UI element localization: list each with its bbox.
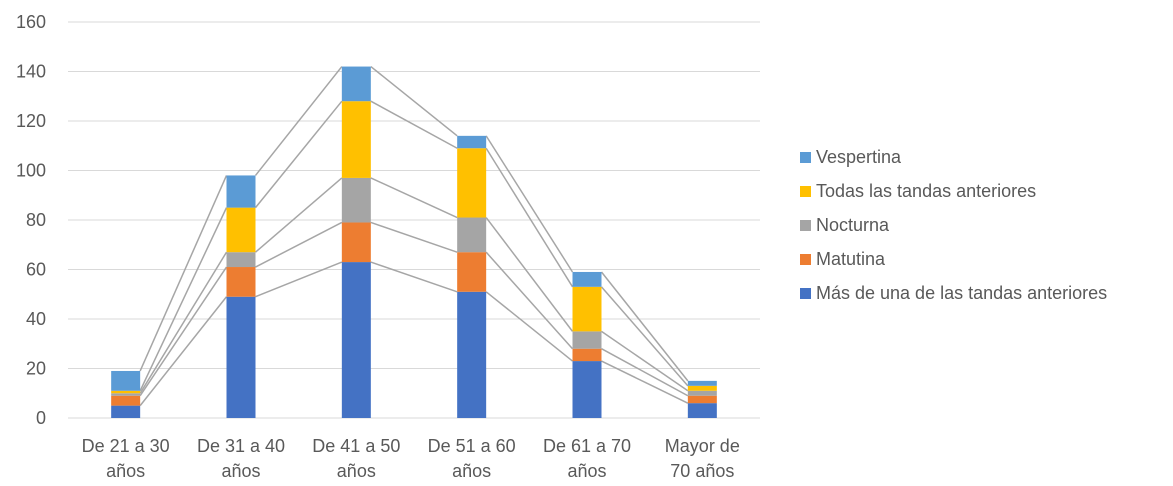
series-line <box>485 217 574 332</box>
legend-label: Nocturna <box>816 215 890 235</box>
x-tick-label: De 31 a 40 <box>197 436 285 456</box>
bar-segment <box>341 66 371 102</box>
series-line <box>601 330 689 392</box>
x-tick-label: años <box>337 461 376 481</box>
y-tick-label: 160 <box>16 12 46 32</box>
bar-segment <box>226 252 256 268</box>
legend-swatch <box>800 220 811 231</box>
bar-segment <box>111 370 141 391</box>
series-line <box>254 66 343 176</box>
x-axis: De 21 a 30 años De 31 a 40 años De 41 a 50 añ… <box>82 436 740 481</box>
y-tick-label: 40 <box>26 309 46 329</box>
series-line <box>139 207 228 392</box>
series-line <box>370 100 458 149</box>
series-line <box>370 261 458 293</box>
series-line <box>601 360 689 404</box>
legend-label: Todas las tandas anteriores <box>816 181 1036 201</box>
bar-segment <box>687 403 717 418</box>
legend-swatch <box>800 186 811 197</box>
series-line <box>370 221 458 253</box>
series-line <box>139 175 228 372</box>
bar-segment <box>111 393 141 396</box>
x-tick-label: De 41 a 50 <box>312 436 400 456</box>
bar-segment <box>226 207 256 253</box>
series-line <box>370 177 458 219</box>
series-line <box>139 251 228 394</box>
series-line <box>370 65 458 137</box>
series-line <box>139 266 228 397</box>
y-tick-label: 120 <box>16 111 46 131</box>
bar-segment <box>226 296 256 418</box>
bar-segment <box>572 286 602 332</box>
series-line <box>600 286 689 387</box>
x-tick-label: años <box>567 461 606 481</box>
bar-segment <box>226 267 256 297</box>
bar-segment <box>226 175 256 208</box>
x-tick-label: años <box>221 461 260 481</box>
series-line <box>254 100 343 209</box>
bar-segment <box>341 262 371 418</box>
legend: Vespertina Todas las tandas anteriores Noc… <box>800 147 1107 303</box>
x-tick-label: 70 años <box>670 461 734 481</box>
y-tick-label: 140 <box>16 62 46 82</box>
bar-segment <box>457 291 487 418</box>
series-line <box>139 296 228 407</box>
x-tick-label: De 51 a 60 <box>428 436 516 456</box>
series-line <box>255 221 343 268</box>
bar-segment <box>457 252 487 292</box>
series-line <box>485 291 573 362</box>
legend-swatch <box>800 288 811 299</box>
series-line <box>485 135 574 273</box>
bar-segment <box>457 148 487 218</box>
series-line <box>485 147 574 288</box>
y-tick-label: 80 <box>26 210 46 230</box>
bar-segment <box>111 390 141 394</box>
y-tick-label: 100 <box>16 161 46 181</box>
x-tick-label: años <box>452 461 491 481</box>
x-tick-label: Mayor de <box>665 436 740 456</box>
bar-segment <box>111 405 141 418</box>
bar-segment <box>572 331 602 349</box>
x-tick-label: De 21 a 30 <box>82 436 170 456</box>
bar-segment <box>687 390 717 396</box>
bar-segment <box>341 222 371 263</box>
x-tick-label: De 61 a 70 <box>543 436 631 456</box>
series-line <box>255 261 343 298</box>
bar-segment <box>572 271 602 287</box>
series-line <box>255 177 343 253</box>
legend-label: Vespertina <box>816 147 902 167</box>
legend-label: Más de una de las tandas anteriores <box>816 283 1107 303</box>
bar-segment <box>111 395 141 406</box>
bar-segment <box>572 361 602 418</box>
legend-swatch <box>800 152 811 163</box>
series-connector-lines <box>139 65 689 407</box>
bar-segment <box>572 348 602 362</box>
bar-segment <box>687 385 717 391</box>
bars <box>111 66 717 418</box>
bar-segment <box>341 177 371 223</box>
series-line <box>601 348 689 397</box>
y-tick-label: 0 <box>36 408 46 428</box>
bar-segment <box>457 217 487 253</box>
y-axis: 0 20 40 60 80 100 120 140 160 <box>16 12 46 428</box>
series-line <box>485 251 574 350</box>
y-tick-label: 60 <box>26 260 46 280</box>
legend-swatch <box>800 254 811 265</box>
y-tick-label: 20 <box>26 359 46 379</box>
x-tick-label: años <box>106 461 145 481</box>
bar-segment <box>687 395 717 404</box>
bar-segment <box>687 380 717 386</box>
bar-segment <box>341 101 371 178</box>
legend-label: Matutina <box>816 249 886 269</box>
bar-segment <box>457 135 487 149</box>
gridlines <box>68 21 760 419</box>
series-line <box>600 271 689 382</box>
